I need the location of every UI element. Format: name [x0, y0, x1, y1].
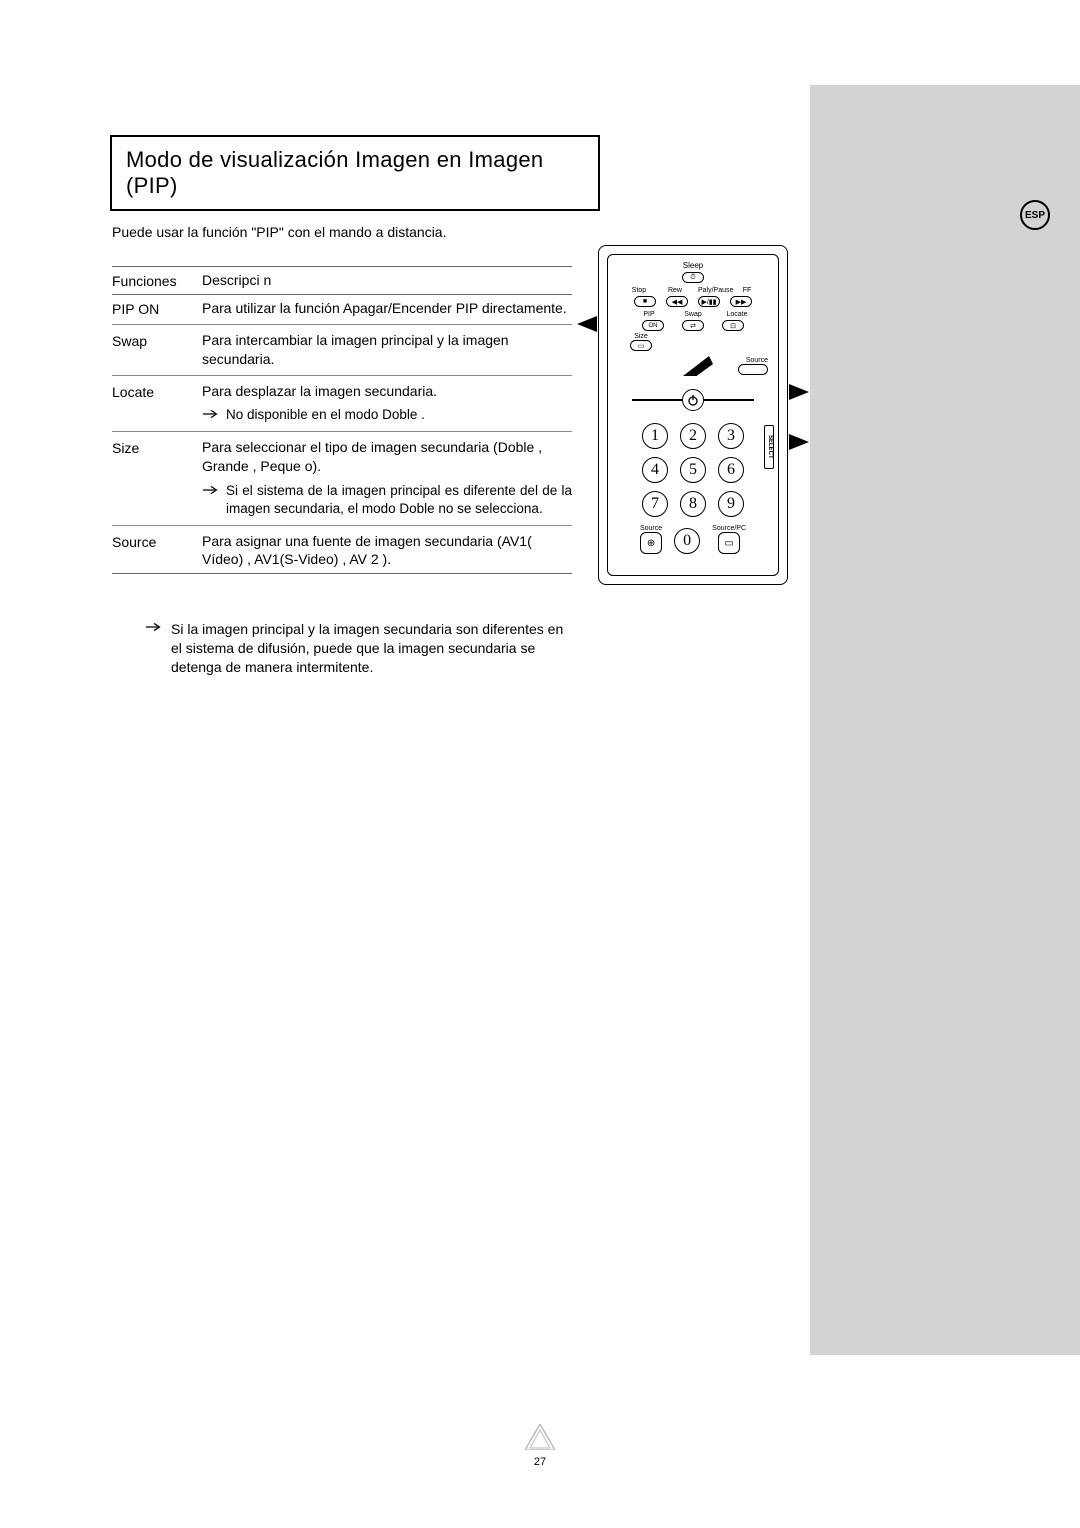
size-label: Size — [628, 333, 654, 340]
remote-sleep-label: Sleep — [614, 261, 772, 270]
func-name: Locate — [112, 382, 202, 426]
transport-label: Paly/Pause — [698, 287, 724, 294]
intro-text: Puede usar la función "PIP" con el mando… — [112, 224, 446, 240]
pointer-icon — [202, 406, 226, 425]
transport-label: Stop — [626, 287, 652, 294]
num-3-button: 3 — [718, 423, 744, 449]
play-pause-button: ▶/▮▮ — [698, 296, 720, 307]
language-badge: ESP — [1020, 200, 1050, 230]
num-7-button: 7 — [642, 491, 668, 517]
num-0-button: 0 — [674, 528, 700, 554]
ff-button: ▶▶ — [730, 296, 752, 307]
swap-button: ⇄ — [682, 320, 704, 331]
transport-label: Rew — [662, 287, 688, 294]
func-note: No disponible en el modo Doble . — [226, 406, 572, 424]
transport-label: FF — [734, 287, 760, 294]
func-name: Swap — [112, 331, 202, 369]
number-pad: 1 2 3 4 5 6 7 8 9 Source ⊕ 0 — [614, 421, 772, 554]
num-6-button: 6 — [718, 457, 744, 483]
source-bottom-left-label: Source — [640, 525, 662, 532]
footer-note-text: Si la imagen principal y la imagen secun… — [171, 620, 565, 677]
sleep-button: ⏱ — [682, 272, 704, 283]
func-desc: Para utilizar la función Apagar/Encender… — [202, 299, 572, 318]
locate-button: ⊡ — [722, 320, 744, 331]
right-panel: ESP — [810, 85, 1080, 1355]
table-row: Swap Para intercambiar la imagen princip… — [112, 331, 572, 369]
source-pc-button: ▭ — [718, 532, 740, 554]
size-button: ▭ — [630, 340, 652, 351]
power-button — [682, 389, 704, 411]
remote-control-diagram: Sleep ⏱ Stop Rew Paly/Pause FF ■ ◀◀ ▶/▮▮… — [598, 245, 788, 585]
func-name: Source — [112, 532, 202, 570]
func-desc: Para desplazar la imagen secundaria. — [202, 382, 572, 401]
pip-label: Swap — [680, 311, 706, 318]
num-2-button: 2 — [680, 423, 706, 449]
source-video-button: ⊕ — [640, 532, 662, 554]
pointer-icon — [145, 620, 171, 638]
source-bottom-right-label: Source/PC — [712, 525, 746, 532]
language-badge-text: ESP — [1025, 210, 1045, 221]
page-arrow-icon — [525, 1424, 555, 1455]
table-row: Size Para seleccionar el tipo de imagen … — [112, 438, 572, 518]
num-1-button: 1 — [642, 423, 668, 449]
rew-button: ◀◀ — [666, 296, 688, 307]
header-description: Descripci n — [202, 271, 572, 290]
page-title: Modo de visualización Imagen en Imagen (… — [126, 147, 584, 199]
functions-table: Funciones Descripci n PIP ON Para utiliz… — [112, 262, 572, 578]
source-button — [738, 364, 768, 375]
header-functions: Funciones — [112, 271, 202, 290]
source-label: Source — [746, 357, 768, 364]
func-name: PIP ON — [112, 299, 202, 318]
func-desc: Para seleccionar el tipo de imagen secun… — [202, 438, 572, 476]
pip-on-button: ON — [642, 320, 664, 331]
callout-arrow-icon — [785, 384, 809, 400]
callout-arrow-icon — [785, 434, 809, 450]
pip-label: PIP — [636, 311, 662, 318]
pointer-icon — [202, 482, 226, 501]
num-4-button: 4 — [642, 457, 668, 483]
table-row: PIP ON Para utilizar la función Apagar/E… — [112, 299, 572, 318]
table-row: Source Para asignar una fuente de imagen… — [112, 532, 572, 570]
select-bar: SELECT — [764, 425, 774, 469]
func-desc: Para intercambiar la imagen principal y … — [202, 331, 572, 369]
footer-note: Si la imagen principal y la imagen secun… — [145, 620, 565, 677]
func-note: Si el sistema de la imagen principal es … — [226, 482, 572, 518]
func-name: Size — [112, 438, 202, 518]
table-row: Locate Para desplazar la imagen secundar… — [112, 382, 572, 426]
callout-arrow-icon — [683, 356, 713, 376]
num-5-button: 5 — [680, 457, 706, 483]
stop-button: ■ — [634, 296, 656, 307]
title-box: Modo de visualización Imagen en Imagen (… — [110, 135, 600, 211]
page-number: 27 — [534, 1456, 546, 1468]
func-desc: Para asignar una fuente de imagen secund… — [202, 532, 572, 570]
num-8-button: 8 — [680, 491, 706, 517]
num-9-button: 9 — [718, 491, 744, 517]
pip-label: Locate — [724, 311, 750, 318]
callout-arrow-icon — [577, 316, 601, 332]
